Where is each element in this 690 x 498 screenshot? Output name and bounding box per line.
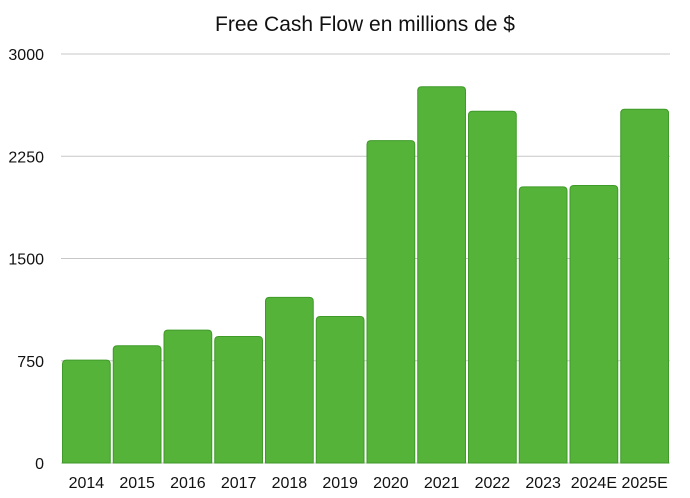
bar-2025E — [620, 108, 669, 464]
x-tick-label: 2020 — [373, 475, 409, 492]
y-tick-label: 3000 — [8, 47, 44, 64]
bar-2019 — [315, 315, 365, 464]
bar-2018 — [265, 296, 314, 464]
y-tick-label: 750 — [17, 354, 44, 371]
x-tick-label: 2024E — [571, 475, 617, 492]
gridlines — [61, 53, 670, 464]
y-tick-label: 1500 — [8, 252, 44, 269]
x-tick-label: 2021 — [424, 475, 460, 492]
x-axis: 2014 2015 2016 2017 2018 2019 2020 2021 2022 2023… — [69, 475, 668, 492]
bar-2021 — [417, 86, 466, 464]
bars — [62, 86, 669, 464]
x-tick-label: 2015 — [119, 475, 155, 492]
x-tick-label: 2019 — [322, 475, 358, 492]
bar-2023 — [518, 186, 568, 464]
x-tick-label: 2025E — [621, 475, 667, 492]
y-tick-label: 0 — [35, 456, 44, 473]
x-tick-label: 2014 — [69, 475, 105, 492]
x-tick-label: 2018 — [272, 475, 308, 492]
bar-2017 — [214, 335, 263, 464]
bar-2015 — [112, 345, 162, 464]
bar-2016 — [163, 329, 213, 464]
bar-2020 — [366, 140, 416, 464]
y-axis: 0 750 1500 2250 3000 — [8, 47, 44, 473]
bar-2022 — [468, 110, 517, 464]
x-tick-label: 2022 — [475, 475, 511, 492]
x-tick-label: 2016 — [170, 475, 206, 492]
chart-title: Free Cash Flow en millions de $ — [215, 13, 515, 36]
x-tick-label: 2023 — [525, 475, 561, 492]
y-tick-label: 2250 — [8, 149, 44, 166]
bar-2024E — [569, 185, 619, 464]
bar-2014 — [62, 359, 111, 464]
x-tick-label: 2017 — [221, 475, 257, 492]
